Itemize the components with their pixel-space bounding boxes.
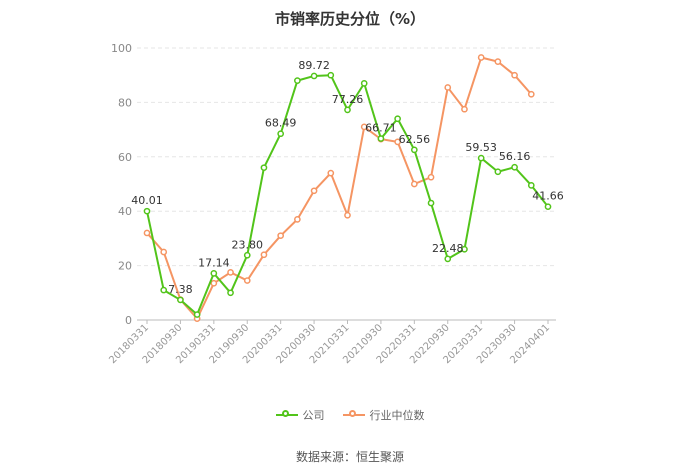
data-point-0 bbox=[360, 80, 368, 87]
data-point-1 bbox=[461, 105, 468, 113]
data-point-1 bbox=[477, 54, 485, 61]
legend-marker-industry-median bbox=[342, 410, 365, 417]
data-point-0 bbox=[260, 164, 268, 172]
y-tick-label: 20 bbox=[118, 260, 132, 273]
y-tick-label: 80 bbox=[118, 96, 132, 109]
data-label: 17.14 bbox=[198, 256, 230, 269]
x-axis: 2018033120180930201903312019093020200331… bbox=[107, 319, 556, 366]
data-point-0 bbox=[294, 77, 301, 84]
legend-label-company: 公司 bbox=[302, 409, 325, 422]
data-point-0 bbox=[477, 154, 485, 162]
y-tick-label: 100 bbox=[111, 42, 132, 55]
y-axis: 0 20 40 60 80 100 bbox=[111, 42, 132, 327]
data-point-1 bbox=[143, 229, 151, 237]
data-source: 数据来源：恒生聚源 bbox=[295, 450, 404, 464]
y-tick-label: 40 bbox=[118, 205, 132, 218]
data-point-0 bbox=[277, 130, 285, 138]
data-point-0 bbox=[160, 286, 168, 294]
data-label: 77.26 bbox=[332, 93, 364, 106]
data-label: 89.72 bbox=[298, 59, 330, 72]
data-point-0 bbox=[143, 207, 151, 215]
legend-item-company[interactable]: 公司 bbox=[275, 407, 325, 423]
data-point-1 bbox=[160, 248, 168, 256]
data-label: 23.80 bbox=[232, 238, 264, 251]
data-point-0 bbox=[394, 115, 401, 123]
data-point-0 bbox=[377, 135, 385, 142]
data-label: 59.53 bbox=[465, 141, 497, 154]
data-point-1 bbox=[294, 216, 301, 223]
data-point-0 bbox=[544, 203, 552, 211]
legend-marker-company bbox=[275, 410, 298, 417]
data-label: 40.01 bbox=[131, 194, 163, 207]
data-point-1 bbox=[210, 279, 218, 287]
data-point-1 bbox=[327, 169, 335, 177]
data-point-0 bbox=[227, 289, 234, 297]
data-point-0 bbox=[511, 163, 518, 171]
data-point-0 bbox=[344, 106, 351, 114]
y-tick-label: 60 bbox=[118, 151, 132, 164]
legend: 公司 行业中位数 bbox=[0, 407, 700, 423]
chart-title: 市销率历史分位（%） bbox=[274, 10, 426, 28]
data-point-0 bbox=[327, 71, 335, 79]
legend-label-industry-median: 行业中位数 bbox=[369, 409, 425, 422]
data-point-1 bbox=[310, 187, 318, 195]
data-point-1 bbox=[227, 269, 234, 276]
data-point-0 bbox=[210, 270, 218, 277]
data-label: 22.48 bbox=[432, 242, 464, 255]
data-point-0 bbox=[243, 251, 251, 259]
data-point-1 bbox=[260, 251, 268, 259]
series-line-1 bbox=[146, 56, 533, 320]
data-point-1 bbox=[494, 58, 502, 65]
legend-item-industry-median[interactable]: 行业中位数 bbox=[342, 407, 425, 423]
data-point-1 bbox=[243, 277, 251, 284]
data-point-0 bbox=[410, 146, 418, 154]
data-point-1 bbox=[527, 90, 535, 98]
data-point-0 bbox=[444, 255, 452, 263]
grid-lines bbox=[137, 47, 556, 267]
data-label: 62.56 bbox=[399, 133, 431, 146]
data-label: 7.38 bbox=[168, 283, 193, 296]
data-point-0 bbox=[494, 168, 502, 176]
data-point-1 bbox=[344, 211, 351, 219]
data-label: 56.16 bbox=[499, 150, 531, 163]
data-point-1 bbox=[511, 71, 518, 79]
data-point-1 bbox=[427, 173, 435, 181]
data-point-0 bbox=[310, 72, 318, 80]
data-point-1 bbox=[410, 180, 418, 188]
data-label: 68.49 bbox=[265, 117, 297, 130]
data-point-0 bbox=[461, 245, 468, 253]
data-point-1 bbox=[444, 84, 452, 91]
data-point-0 bbox=[527, 182, 535, 189]
data-label: 66.71 bbox=[365, 122, 397, 135]
data-point-0 bbox=[193, 311, 201, 318]
series-group bbox=[143, 54, 552, 322]
y-tick-label: 0 bbox=[125, 314, 132, 327]
data-point-1 bbox=[394, 138, 401, 146]
data-point-1 bbox=[360, 123, 368, 131]
data-point-0 bbox=[427, 199, 435, 207]
data-label: 41.66 bbox=[532, 190, 564, 203]
data-point-1 bbox=[277, 232, 285, 240]
data-point-0 bbox=[177, 296, 184, 304]
